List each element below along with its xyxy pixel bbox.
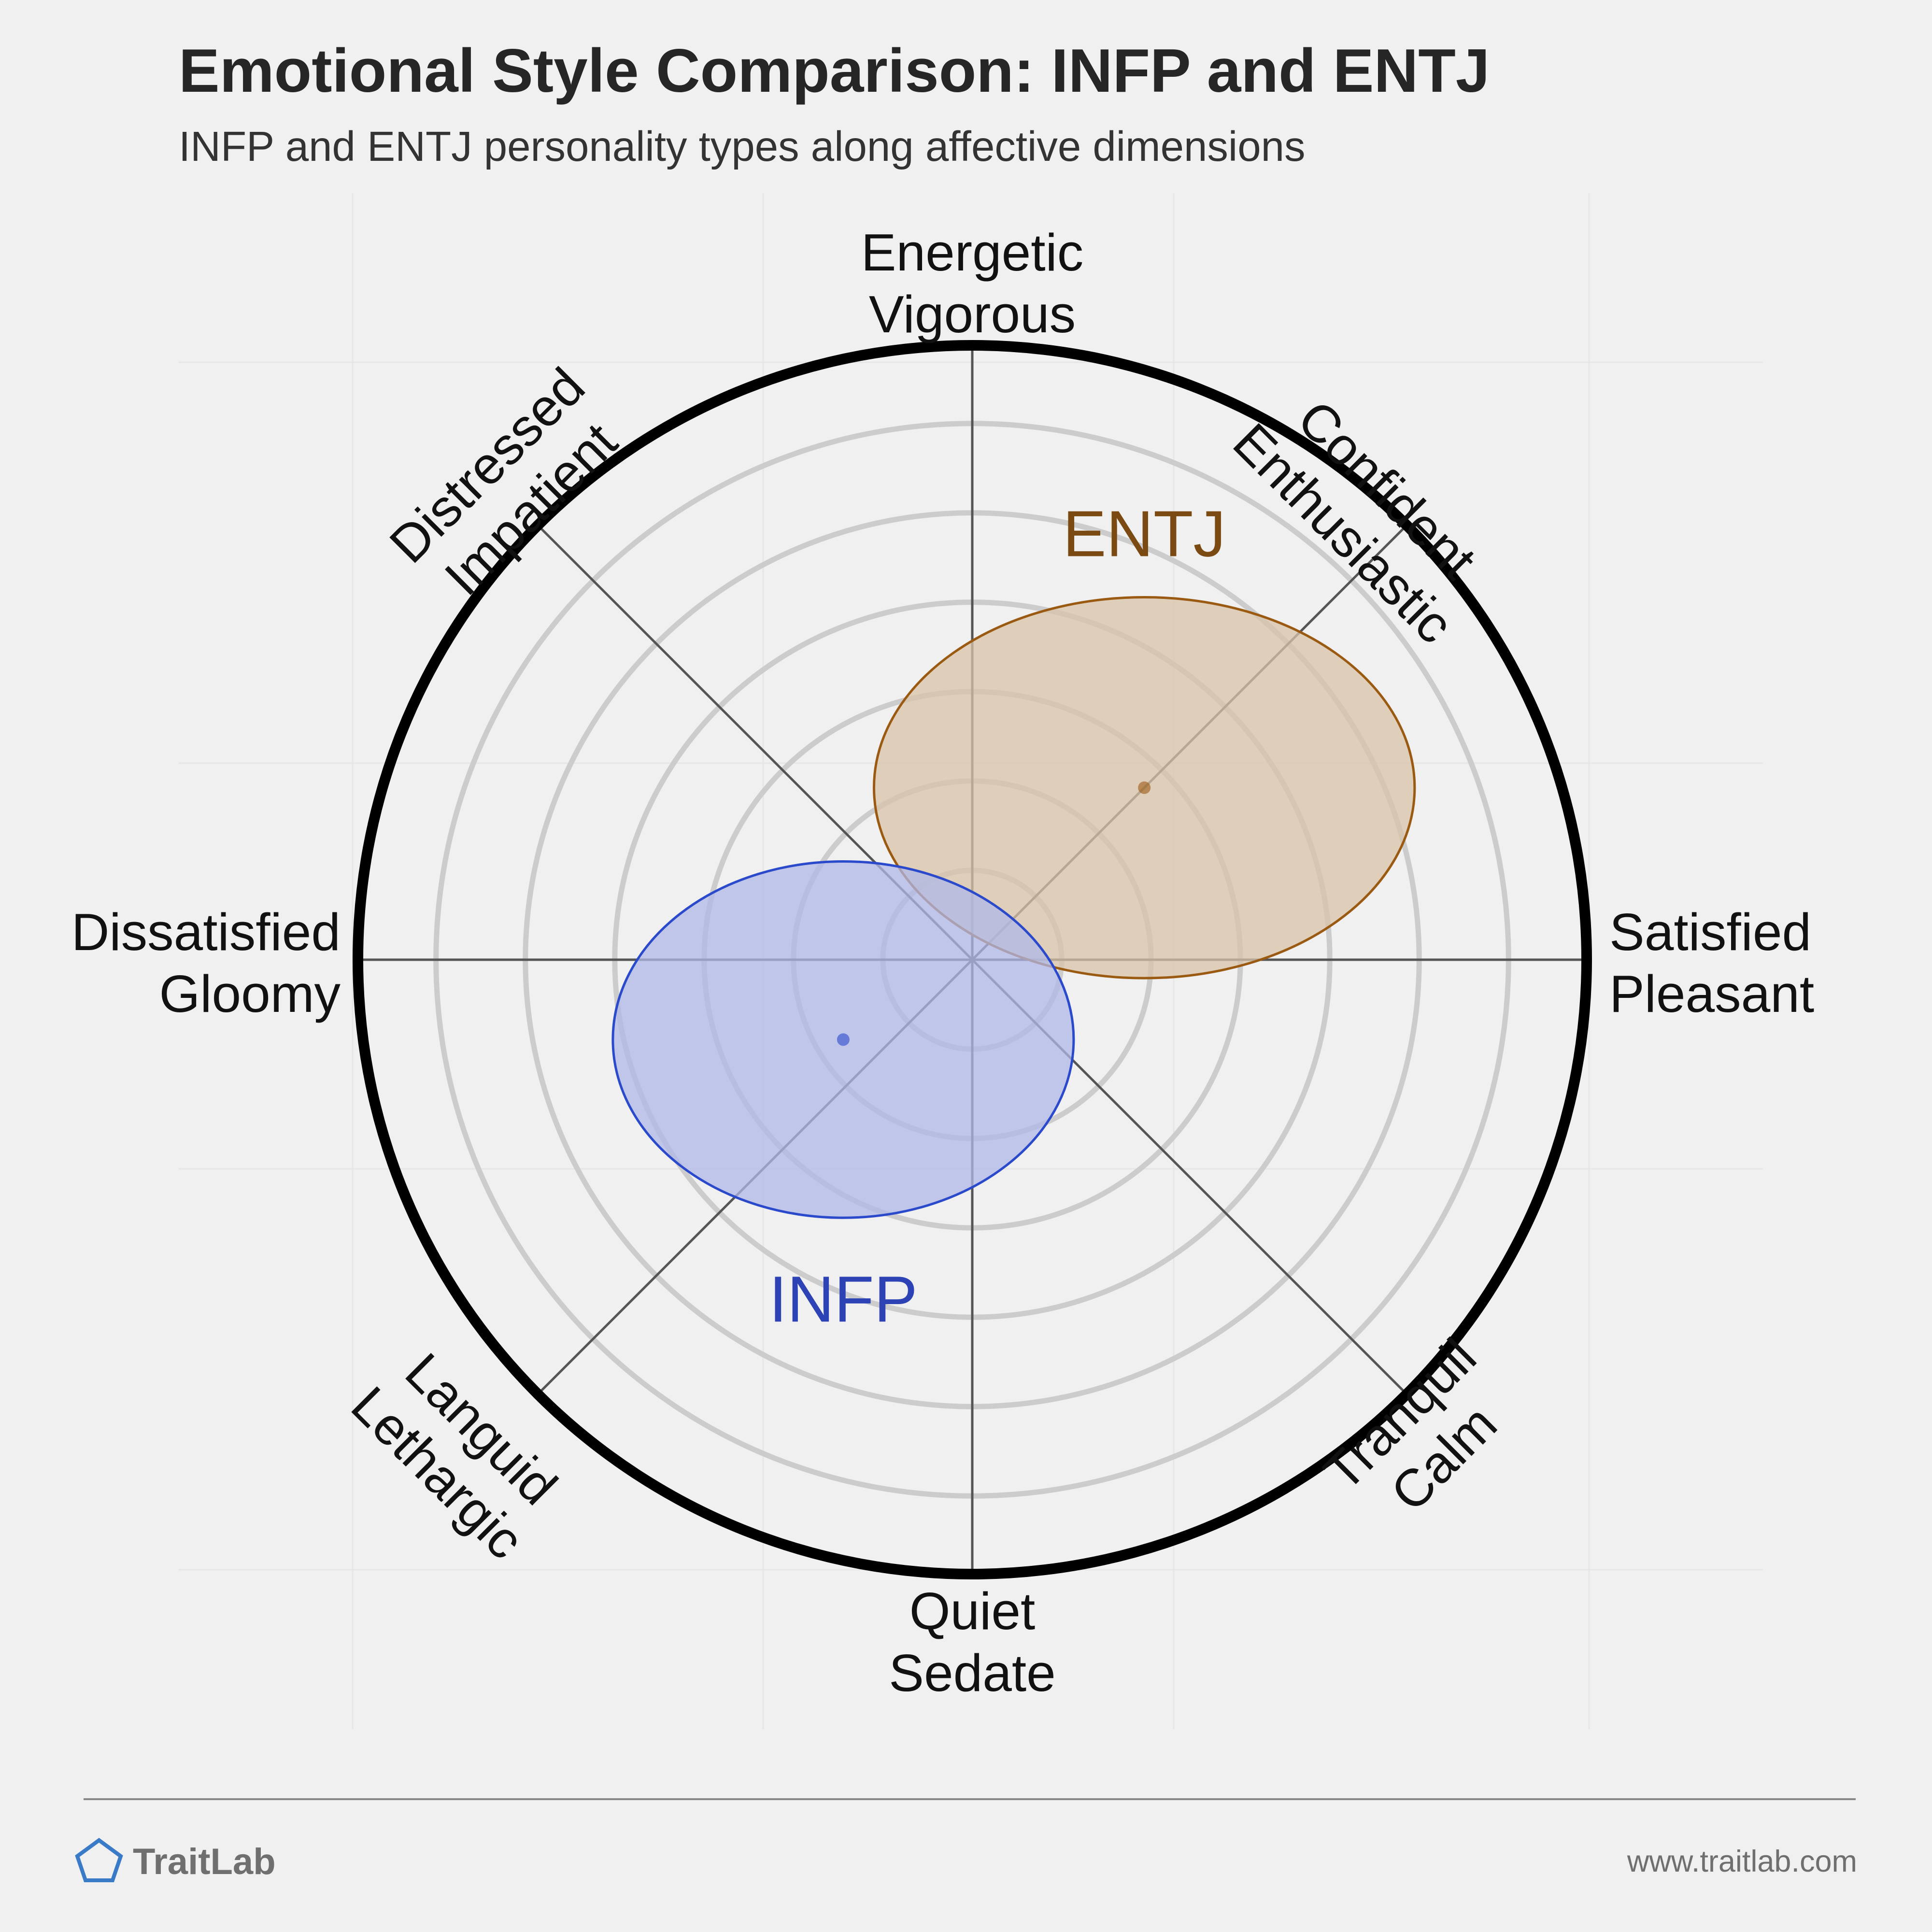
footer-url: www.traitlab.com: [1627, 1845, 1857, 1878]
axis-label-line: Sedate: [889, 1644, 1055, 1703]
pentagon-icon: [75, 1838, 123, 1882]
chart-title: Emotional Style Comparison: INFP and ENT…: [179, 36, 1490, 105]
infp-label: INFP: [769, 1263, 918, 1335]
infp-center-point: [837, 1033, 850, 1046]
axis-label-line: Quiet: [909, 1582, 1036, 1641]
series-blobs: [611, 596, 1416, 1219]
footer-brand: TraitLab: [133, 1841, 276, 1882]
entj-center-point: [1138, 781, 1151, 794]
outer-ring: [353, 340, 1592, 1579]
entj-label: ENTJ: [1063, 497, 1226, 570]
axis-label-line: Gloomy: [159, 965, 341, 1023]
series-labels: ENTJ INFP: [769, 497, 1226, 1336]
axis-label-line: Vigorous: [869, 285, 1076, 344]
traitlab-logo: TraitLab: [75, 1838, 276, 1882]
axis-label-line: Satisfied: [1609, 903, 1811, 962]
axis-label-line: Dissatisfied: [71, 903, 341, 962]
chart-subtitle: INFP and ENTJ personality types along af…: [179, 123, 1305, 170]
axis-label-line: Pleasant: [1609, 965, 1814, 1023]
axis-label-line: Energetic: [861, 223, 1083, 282]
